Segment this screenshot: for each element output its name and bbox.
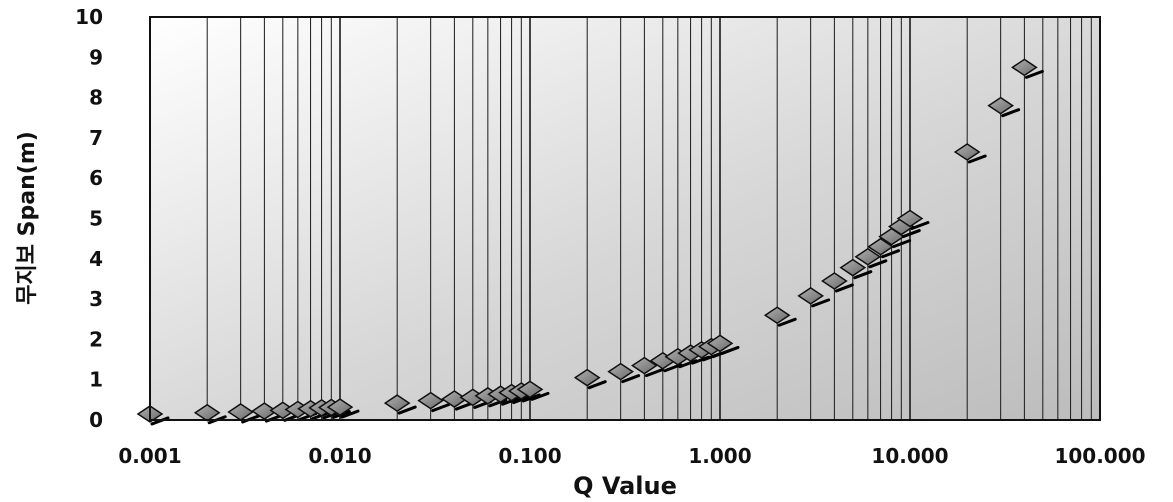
data-point: [607, 362, 641, 384]
x-tick-label: 1.000: [688, 444, 751, 468]
x-axis-label: Q Value: [573, 472, 677, 500]
data-point: [1011, 58, 1044, 79]
y-tick-label: 1: [89, 368, 103, 392]
data-point: [854, 247, 888, 269]
data-point: [631, 356, 664, 378]
data-point: [383, 394, 417, 415]
plot-area: [150, 17, 1100, 420]
y-tick-label: 8: [89, 86, 103, 110]
data-point: [763, 306, 797, 327]
y-axis-label: 무지보 Span(m): [15, 131, 40, 305]
x-tick-label: 10.000: [871, 444, 948, 468]
data-point: [797, 286, 831, 308]
data-point: [573, 368, 607, 390]
data-point: [821, 272, 854, 293]
data-point: [839, 258, 873, 280]
y-tick-label: 5: [89, 207, 103, 231]
data-point: [417, 391, 451, 413]
data-point: [516, 380, 550, 401]
y-tick-label: 7: [89, 126, 103, 150]
y-tick-label: 2: [89, 327, 103, 351]
y-tick-label: 6: [89, 166, 103, 190]
data-point: [987, 96, 1021, 118]
data-point: [867, 237, 901, 259]
data-point: [953, 143, 987, 164]
x-tick-label: 0.001: [118, 444, 181, 468]
data-point: [896, 209, 930, 230]
data-points: [136, 58, 1044, 426]
x-tick-label: 100.000: [1054, 444, 1145, 468]
y-tick-label: 9: [89, 45, 103, 69]
y-tick-label: 4: [89, 247, 103, 271]
y-tick-labels: 0 1 2 3 4 5 6 7 8 9 10: [75, 5, 103, 432]
data-point: [706, 334, 740, 355]
y-tick-label: 3: [89, 287, 103, 311]
plot-frame: [149, 16, 1101, 421]
y-tick-label: 0: [89, 408, 103, 432]
x-tick-labels: 0.001 0.010 0.100 1.000 10.000 100.000: [118, 444, 1145, 468]
data-point: [326, 398, 360, 419]
x-tick-label: 0.010: [308, 444, 371, 468]
y-tick-label: 10: [75, 5, 103, 29]
x-tick-label: 0.100: [498, 444, 561, 468]
